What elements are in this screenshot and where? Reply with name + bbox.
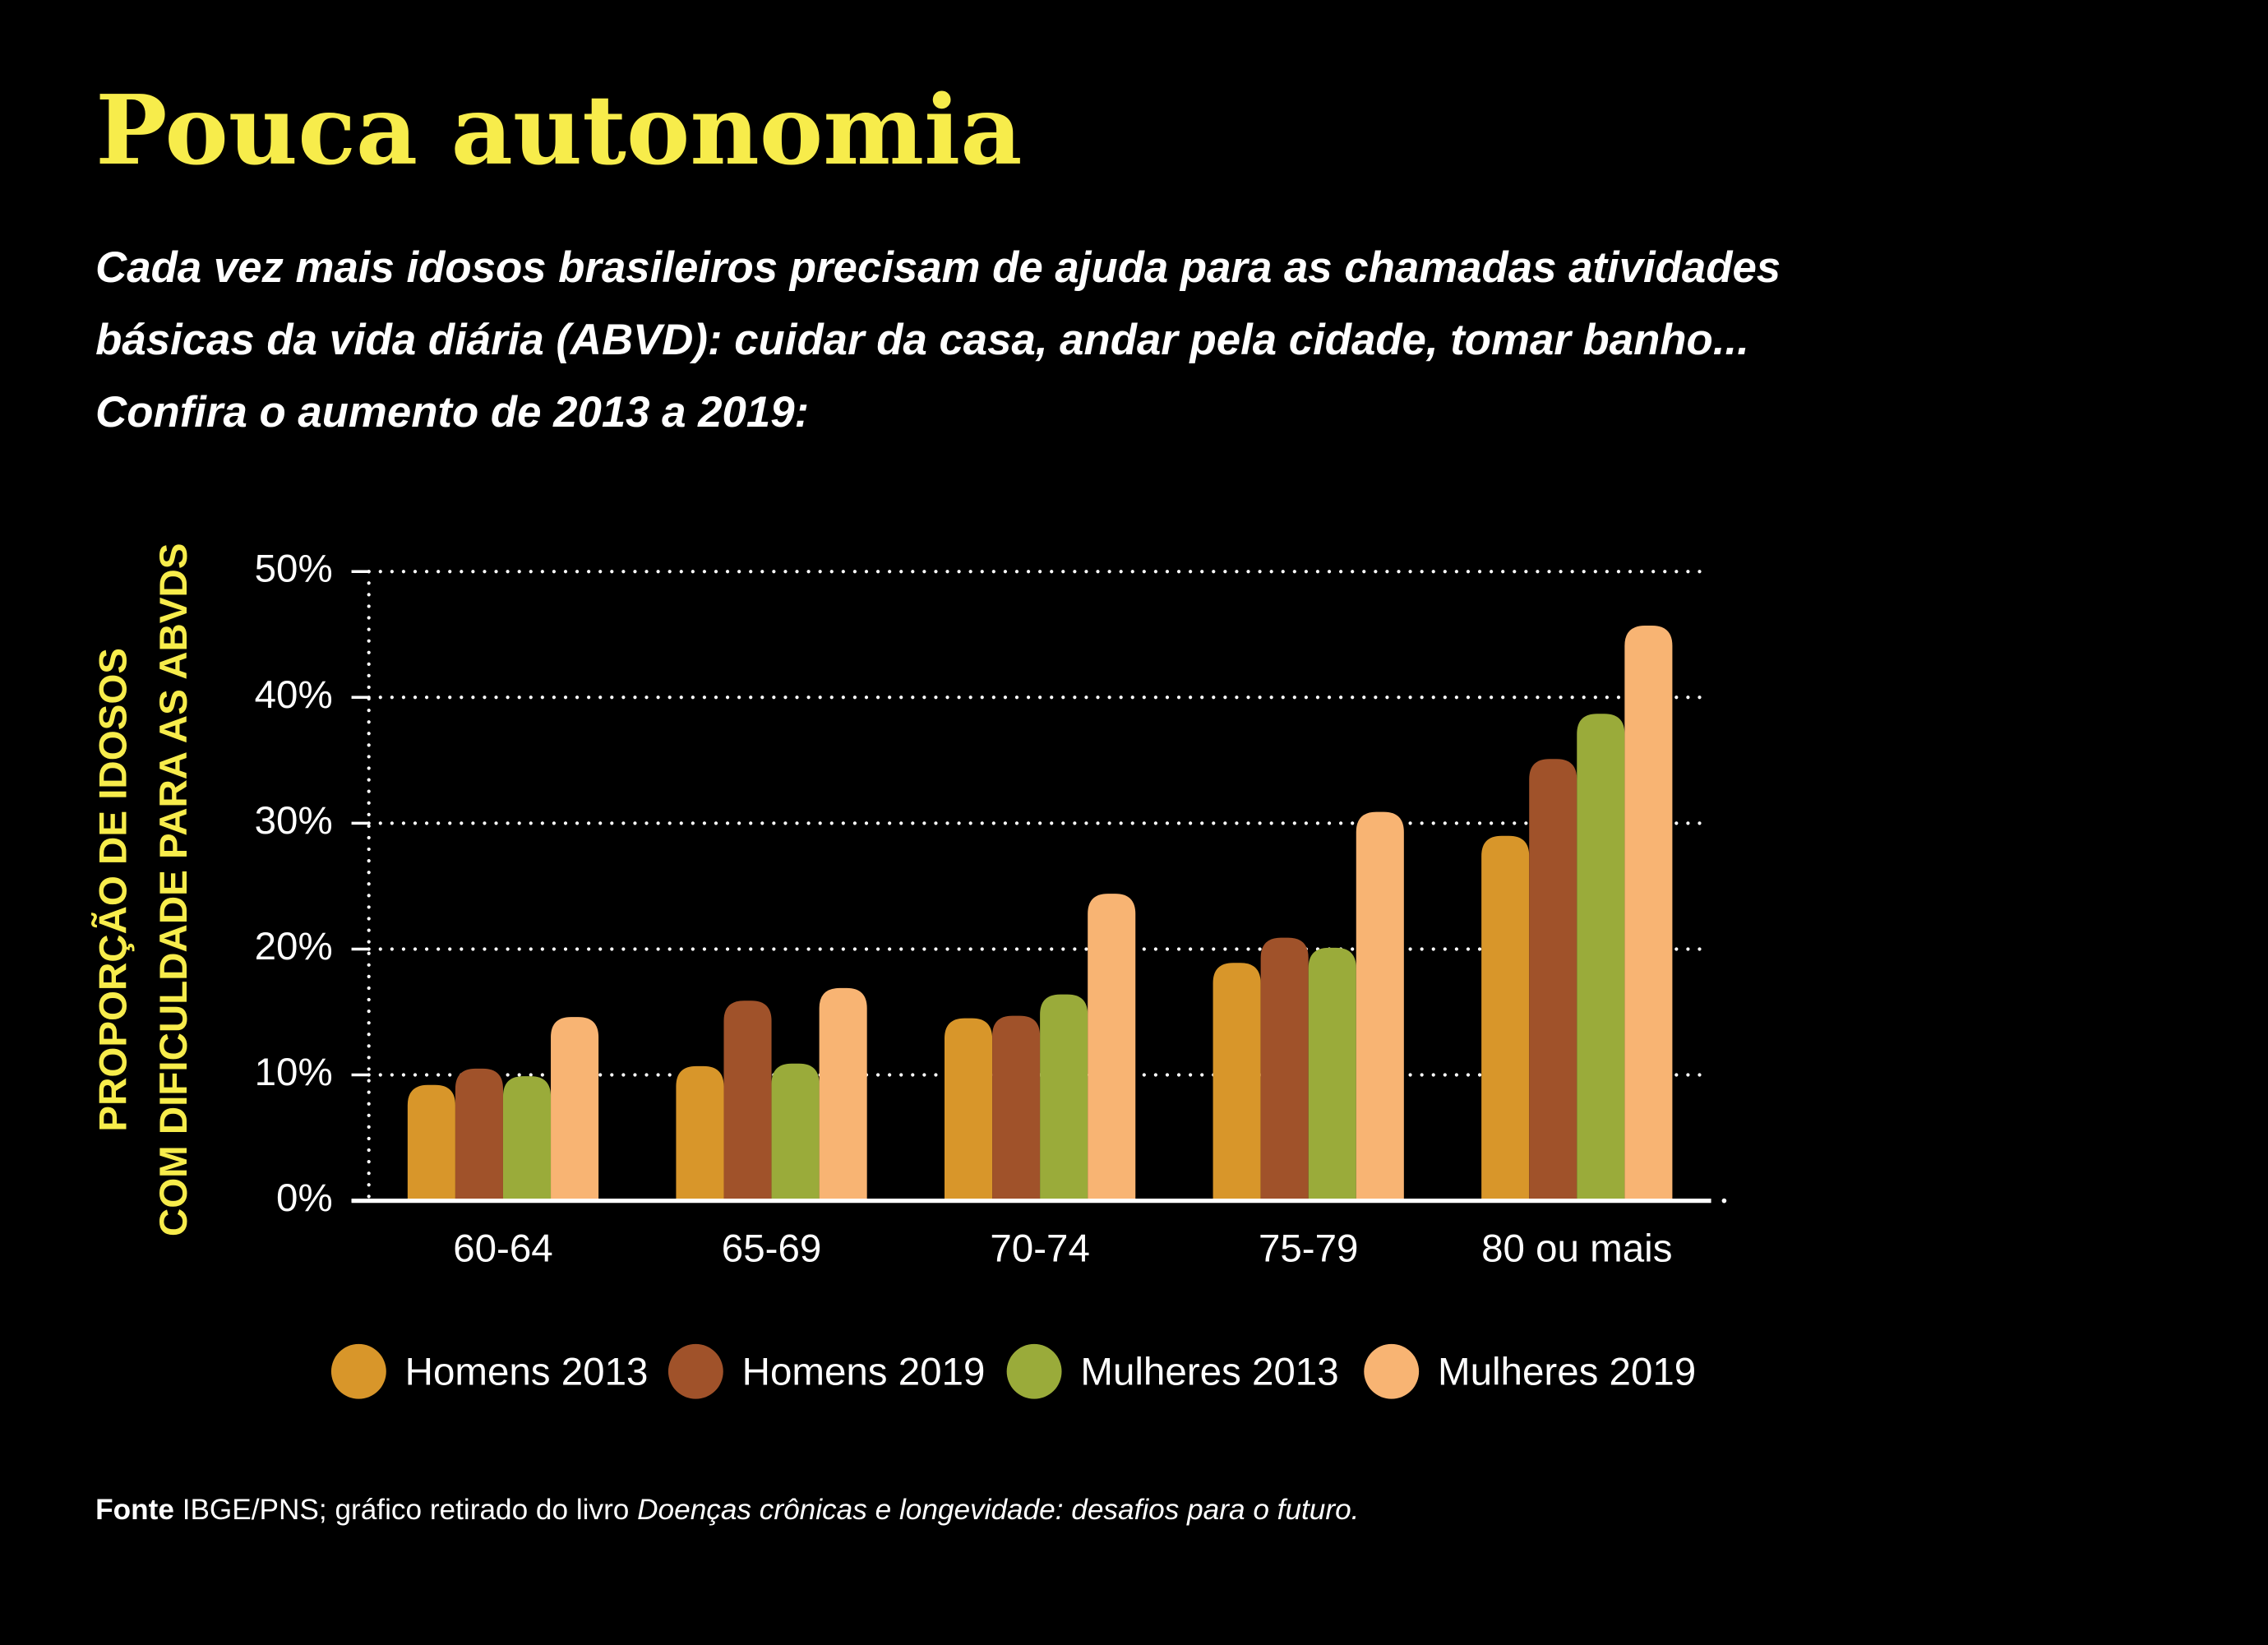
source-label: Fonte	[95, 1494, 174, 1526]
subtitle-line: básicas da vida diária (ABVD): cuidar da…	[95, 316, 1749, 364]
x-tick-label: 70-74	[990, 1227, 1089, 1271]
bar	[676, 1065, 724, 1201]
legend-swatch	[1006, 1343, 1062, 1399]
legend-swatch	[1364, 1343, 1420, 1399]
bar	[455, 1068, 503, 1201]
legend-label: Mulheres 2019	[1438, 1350, 1696, 1393]
bar	[1260, 937, 1309, 1201]
subtitle-line: Cada vez mais idosos brasileiros precisa…	[95, 243, 1781, 292]
source-text: IBGE/PNS; gráfico retirado do livro	[182, 1494, 630, 1526]
y-tick-label: 10%	[255, 1051, 333, 1094]
bar	[1529, 759, 1577, 1201]
axis-end-dot	[1721, 1198, 1727, 1204]
chart-title: Pouca autonomia	[95, 75, 1022, 187]
source-book: Doenças crônicas e longevidade: desafios…	[637, 1494, 1359, 1526]
bar	[1624, 626, 1673, 1201]
bar	[944, 1018, 993, 1201]
bar	[723, 1000, 772, 1201]
bar	[1308, 947, 1356, 1201]
source: Fonte IBGE/PNS; gráfico retirado do livr…	[95, 1494, 1359, 1526]
y-tick-label: 50%	[255, 548, 333, 591]
x-tick-label: 75-79	[1259, 1227, 1359, 1271]
bar	[771, 1063, 820, 1201]
x-tick-label: 80 ou mais	[1481, 1227, 1672, 1271]
legend-label: Homens 2013	[405, 1350, 649, 1393]
bar	[1213, 963, 1261, 1201]
x-tick-label: 60-64	[453, 1227, 553, 1271]
bar	[1040, 994, 1088, 1201]
legend-label: Mulheres 2013	[1080, 1350, 1338, 1393]
subtitle-line: Confira o aumento de 2013 a 2019:	[95, 388, 809, 437]
bar	[551, 1017, 599, 1201]
legend-label: Homens 2019	[742, 1350, 986, 1393]
bar	[1481, 835, 1530, 1201]
y-label-line: COM DIFICULDADE PARA AS ABVDS	[152, 543, 196, 1237]
x-tick-label: 65-69	[722, 1227, 821, 1271]
legend-swatch	[330, 1343, 386, 1399]
y-tick-label: 20%	[255, 925, 333, 968]
bar	[502, 1076, 552, 1201]
y-axis-label: PROPORÇÃO DE IDOSOS COM DIFICULDADE PARA…	[90, 543, 196, 1237]
bar	[1088, 894, 1136, 1201]
bar	[407, 1084, 455, 1201]
bar	[1577, 714, 1625, 1201]
y-label-line: PROPORÇÃO DE IDOSOS	[90, 648, 135, 1132]
y-tick-label: 40%	[255, 673, 333, 717]
y-tick-label: 0%	[276, 1176, 333, 1220]
bar	[1356, 811, 1404, 1201]
bar	[819, 987, 867, 1201]
y-tick-label: 30%	[255, 799, 333, 843]
bar	[992, 1015, 1041, 1201]
legend-swatch	[667, 1343, 723, 1399]
